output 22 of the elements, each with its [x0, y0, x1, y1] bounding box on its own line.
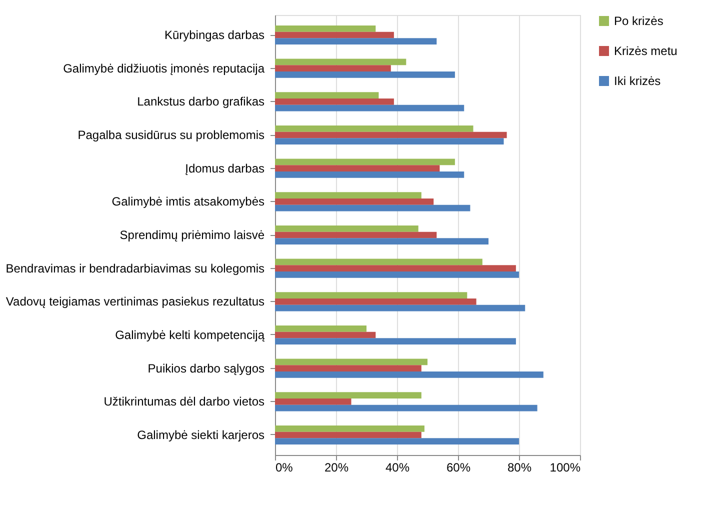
y-tick-label: Bendravimas ir bendradarbiavimas su kolegomis — [6, 261, 264, 276]
y-tick-label: Vadovų teigiamas vertinimas pasiekus rezultatus — [6, 294, 264, 309]
y-tick-label: Galimybė imtis atsakomybės — [112, 194, 264, 209]
y-tick-label: Puikios darbo sąlygos — [148, 361, 264, 376]
x-tick-label: 20% — [324, 460, 349, 474]
y-tick-label: Įdomus darbas — [185, 161, 264, 176]
x-tick-label: 40% — [385, 460, 410, 474]
legend-label: Po krizės — [614, 14, 664, 28]
x-tick-label: 0% — [276, 460, 294, 474]
legend-label: Iki krizės — [614, 74, 661, 88]
y-tick-label: Sprendimų priėmimo laisvė — [120, 228, 265, 242]
legend-label: Krizės metu — [614, 44, 678, 58]
x-tick-label: 60% — [446, 460, 471, 474]
y-tick-label: Galimybė didžiuotis įmonės reputacija — [63, 61, 265, 76]
y-tick-label: Pagalba susidūrus su problemomis — [78, 128, 264, 142]
y-tick-label: Galimybė kelti kompetenciją — [115, 328, 265, 342]
y-tick-label: Galimybė siekti karjeros — [137, 428, 264, 442]
x-tick-label: 80% — [507, 460, 532, 474]
y-tick-label: Užtikrintumas dėl darbo vietos — [104, 394, 264, 409]
y-tick-label: Lankstus darbo grafikas — [137, 94, 264, 109]
y-tick-label: Kūrybingas darbas — [164, 28, 264, 42]
x-tick-label: 100% — [550, 460, 581, 474]
